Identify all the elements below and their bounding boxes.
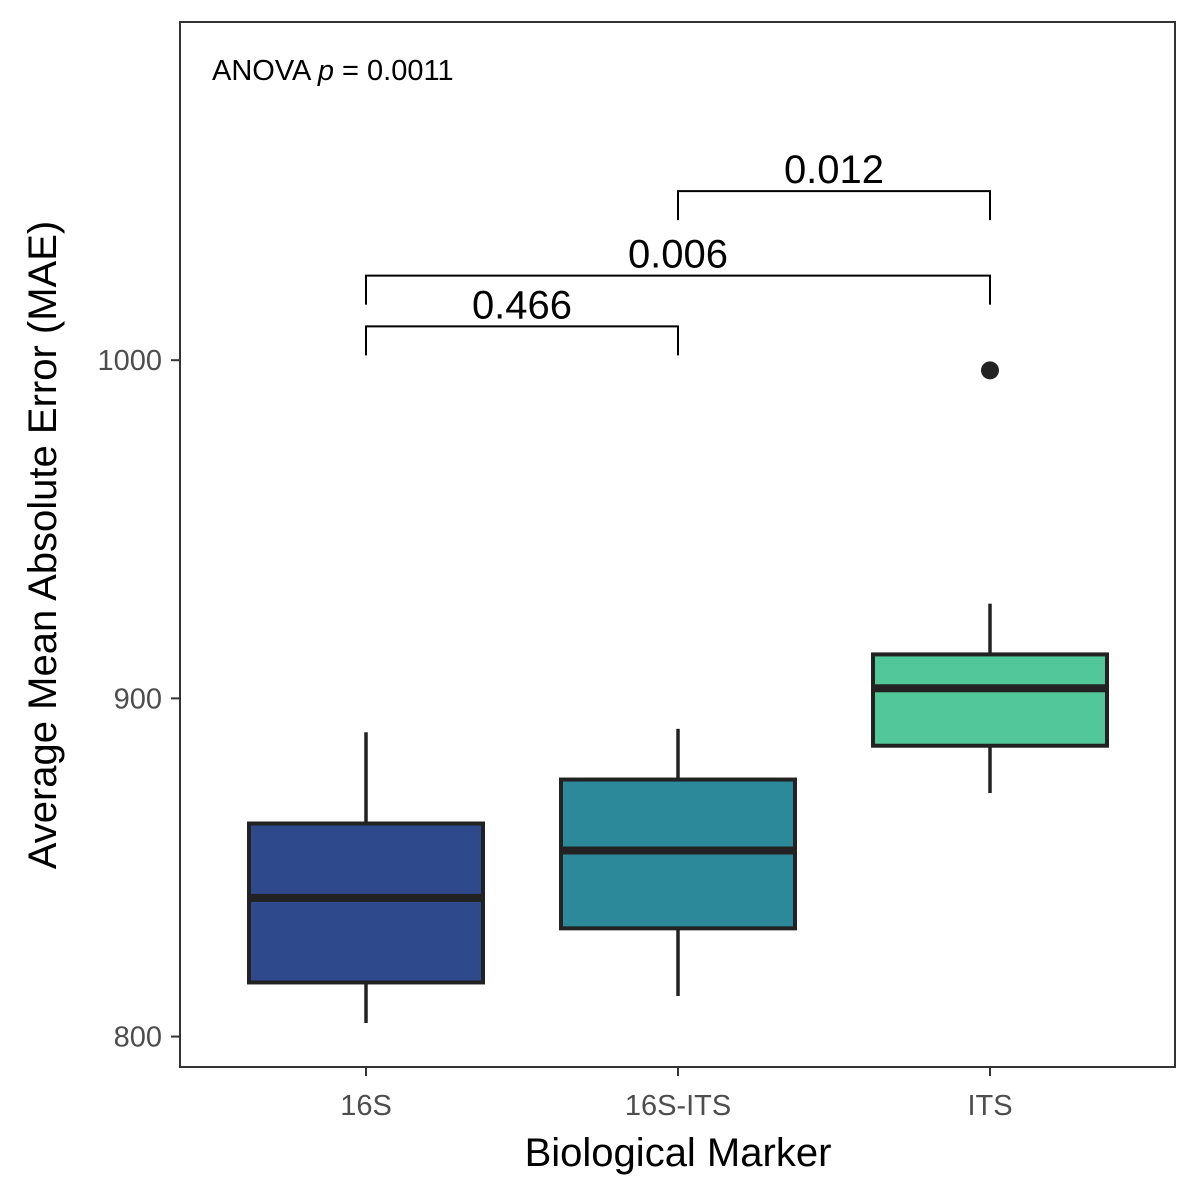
y-tick-label-1000: 1000 (97, 345, 162, 377)
p-value-16s-vs-its: 0.006 (628, 233, 728, 277)
x-axis-title: Biological Marker (525, 1131, 832, 1175)
p-value-16s-its-vs-its: 0.012 (784, 148, 884, 192)
bracket-16s-its-vs-its (677, 190, 991, 221)
box-its (871, 652, 1109, 748)
x-tick-label-its: ITS (967, 1090, 1012, 1122)
bracket-16s-vs-its (365, 274, 991, 305)
x-tick-label-16s-its: 16S-ITS (625, 1090, 731, 1122)
chart-marks: 0.466 0.006 0.012 (247, 148, 1109, 1024)
y-tick-label-800: 800 (114, 1022, 162, 1054)
y-tick-label-900: 900 (114, 683, 162, 715)
y-axis-title: Average Mean Absolute Error (MAE) (21, 221, 65, 869)
p-value-16s-vs-16s-its: 0.466 (472, 283, 572, 327)
anova-annotation: ANOVA p = 0.0011 (212, 55, 454, 87)
axes: 800 900 1000 16S 16S-ITS ITS (97, 345, 1012, 1122)
box-16s (247, 821, 485, 985)
bracket-16s-vs-16s-its (365, 325, 679, 356)
x-tick-label-16s: 16S (340, 1090, 392, 1122)
anova-p-symbol: p (317, 55, 334, 87)
outlier-its-0 (981, 361, 999, 380)
